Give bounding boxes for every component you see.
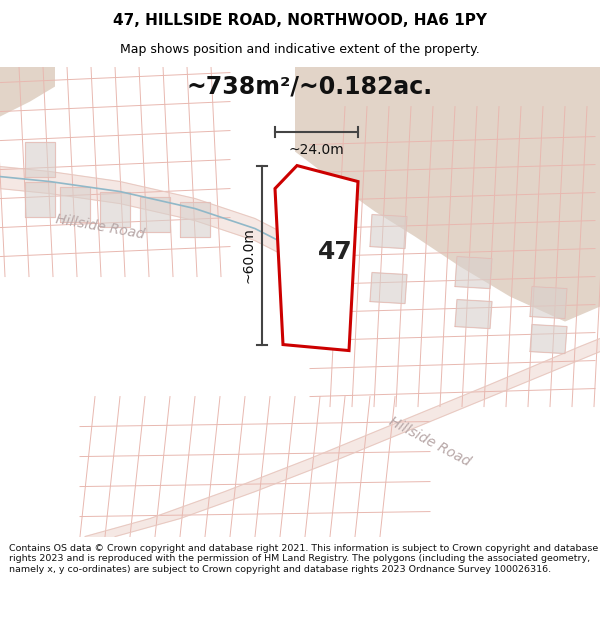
Polygon shape [25, 141, 55, 176]
Polygon shape [25, 181, 55, 216]
Polygon shape [85, 339, 600, 536]
Polygon shape [180, 201, 210, 236]
Text: ~24.0m: ~24.0m [289, 142, 344, 156]
Polygon shape [275, 166, 358, 351]
Polygon shape [0, 66, 55, 116]
Polygon shape [370, 214, 407, 249]
Text: ~738m²/~0.182ac.: ~738m²/~0.182ac. [187, 74, 433, 99]
Polygon shape [100, 191, 130, 226]
Polygon shape [530, 286, 567, 319]
Polygon shape [60, 186, 90, 221]
Text: Hillside Road: Hillside Road [387, 414, 473, 469]
Text: ~60.0m: ~60.0m [241, 227, 255, 283]
Polygon shape [370, 272, 407, 304]
Text: 47, HILLSIDE ROAD, NORTHWOOD, HA6 1PY: 47, HILLSIDE ROAD, NORTHWOOD, HA6 1PY [113, 13, 487, 28]
Polygon shape [455, 256, 492, 289]
Polygon shape [455, 299, 492, 329]
Text: Contains OS data © Crown copyright and database right 2021. This information is : Contains OS data © Crown copyright and d… [9, 544, 598, 574]
Polygon shape [530, 324, 567, 354]
Text: Hillside Road: Hillside Road [55, 212, 146, 241]
Text: 47: 47 [317, 239, 352, 264]
Polygon shape [0, 166, 300, 264]
Polygon shape [295, 66, 600, 321]
Text: Map shows position and indicative extent of the property.: Map shows position and indicative extent… [120, 42, 480, 56]
Polygon shape [140, 196, 170, 231]
